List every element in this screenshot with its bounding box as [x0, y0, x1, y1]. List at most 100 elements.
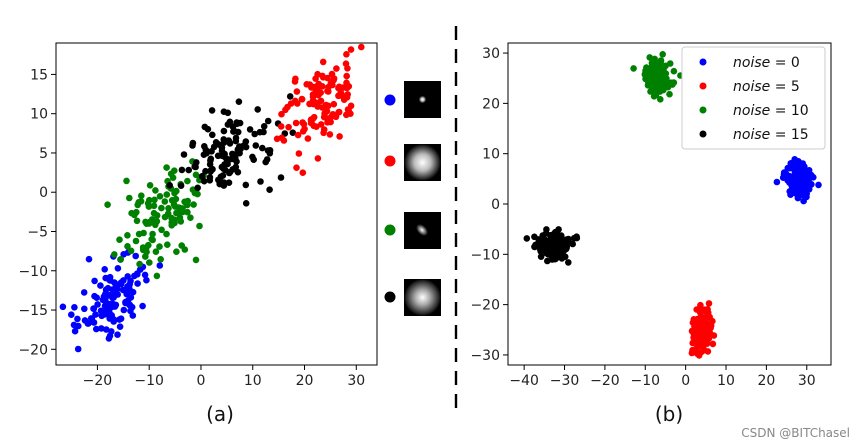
scatter-point-a-series-2	[189, 139, 197, 147]
scatter-point-a-series-2	[224, 109, 232, 117]
scatter-point-b-series-3	[549, 249, 557, 256]
scatter-point-a-series-3	[309, 84, 316, 91]
scatter-point-b-series-1	[688, 349, 696, 357]
scatter-point-b-series-1	[694, 350, 701, 358]
y-tick-label: −5	[27, 224, 48, 240]
scatter-point-a-series-0	[102, 306, 110, 313]
kernel-dot-green	[384, 224, 396, 236]
kernel-dot-red	[384, 155, 396, 167]
scatter-point-a-series-2	[264, 117, 272, 125]
scatter-point-a-series-3	[330, 75, 338, 82]
scatter-point-a-series-0	[101, 266, 108, 273]
scatter-point-a-series-1	[143, 248, 150, 256]
scatter-point-a-series-3	[343, 72, 351, 80]
x-tick-label: 0	[197, 373, 206, 389]
points-b	[523, 51, 822, 359]
scatter-point-b-series-0	[773, 178, 781, 186]
scatter-point-a-series-0	[143, 276, 150, 284]
scatter-point-a-series-1	[148, 235, 155, 243]
scatter-point-b-series-1	[694, 324, 701, 332]
scatter-point-a-series-2	[250, 156, 257, 163]
scatter-point-b-series-2	[660, 86, 667, 94]
x-tick-label: 20	[757, 373, 775, 389]
scatter-point-b-series-0	[794, 183, 801, 190]
scatter-point-a-series-0	[84, 320, 92, 327]
scatter-point-a-series-2	[289, 129, 297, 136]
y-tick-label: 10	[30, 107, 48, 123]
scatter-point-a-series-0	[108, 312, 115, 319]
scatter-point-b-series-2	[666, 90, 673, 98]
scatter-point-a-series-1	[152, 187, 159, 194]
scatter-point-a-series-1	[150, 202, 158, 210]
scatter-point-a-series-1	[136, 260, 143, 268]
x-tick-label: 10	[717, 373, 735, 389]
scatter-point-a-series-2	[263, 156, 271, 163]
scatter-point-a-series-0	[91, 277, 98, 285]
scatter-point-a-series-1	[176, 214, 184, 221]
scatter-point-a-series-0	[134, 280, 141, 287]
scatter-point-a-series-0	[116, 323, 124, 331]
scatter-point-a-series-1	[153, 272, 161, 280]
scatter-point-a-series-2	[177, 182, 185, 189]
scatter-point-a-series-1	[133, 217, 141, 225]
elongated-diagonal-blur-kernel-icon	[404, 212, 441, 249]
scatter-point-a-series-0	[109, 294, 116, 302]
scatter-point-a-series-1	[183, 201, 191, 209]
scatter-point-b-series-2	[646, 54, 653, 61]
scatter-point-b-series-2	[641, 71, 649, 78]
x-tick-label: 30	[798, 373, 816, 389]
scatter-point-a-series-0	[104, 284, 112, 292]
scatter-point-a-series-2	[254, 106, 261, 113]
scatter-point-b-series-1	[704, 348, 712, 355]
scatter-point-a-series-1	[187, 214, 194, 221]
medium-round-blur-kernel-icon	[404, 279, 441, 316]
scatter-point-a-series-1	[164, 241, 171, 248]
y-tick-label: −15	[18, 303, 48, 319]
scatter-point-b-series-2	[663, 80, 670, 88]
scatter-point-a-series-2	[232, 154, 239, 162]
scatter-point-a-series-2	[266, 186, 273, 193]
scatter-point-a-series-1	[123, 177, 130, 185]
scatter-point-a-series-1	[184, 208, 191, 216]
scatter-point-a-series-3	[299, 119, 306, 126]
scatter-point-a-series-0	[93, 325, 100, 333]
scatter-point-b-series-0	[799, 160, 807, 167]
scatter-point-a-series-3	[344, 106, 352, 113]
y-tick-label: 5	[39, 146, 48, 162]
scatter-point-a-series-1	[169, 174, 177, 181]
x-tick-label: 0	[681, 373, 690, 389]
legend-marker	[699, 82, 707, 90]
scatter-point-a-series-2	[209, 131, 216, 139]
scatter-point-a-series-0	[141, 271, 149, 279]
scatter-point-a-series-1	[146, 182, 154, 189]
scatter-point-a-series-2	[252, 142, 260, 149]
scatter-point-a-series-2	[225, 156, 233, 163]
scatter-point-a-series-3	[317, 89, 325, 96]
ticks-b: −40 −30 −20 −10 0 10 20 30 −30 −20 −10 0 10 20 30	[470, 46, 815, 389]
scatter-point-b-series-2	[630, 65, 637, 72]
scatter-point-a-series-1	[146, 218, 153, 226]
scatter-point-a-series-3	[347, 46, 355, 53]
scatter-point-a-series-0	[75, 322, 82, 330]
scatter-point-a-series-1	[196, 222, 203, 230]
scatter-point-a-series-2	[194, 184, 201, 192]
scatter-point-a-series-1	[170, 201, 178, 208]
scatter-point-a-series-3	[344, 65, 351, 72]
scatter-point-b-series-3	[523, 235, 531, 242]
scatter-point-a-series-1	[171, 189, 178, 197]
scatter-point-a-series-0	[99, 296, 107, 304]
scatter-point-a-series-3	[295, 150, 303, 157]
scatter-point-a-series-2	[208, 148, 215, 155]
y-tick-label: −30	[470, 348, 500, 364]
scatter-point-a-series-0	[122, 298, 129, 306]
scatter-point-a-series-2	[220, 127, 228, 135]
y-tick-label: 15	[30, 67, 48, 83]
scatter-point-a-series-0	[71, 327, 79, 335]
scatter-point-a-series-1	[152, 248, 160, 255]
scatter-point-b-series-1	[710, 332, 718, 339]
scatter-point-a-series-3	[330, 100, 338, 108]
scatter-point-a-series-1	[131, 211, 138, 219]
scatter-point-a-series-2	[193, 159, 200, 166]
scatter-point-a-series-0	[85, 255, 93, 263]
scatter-point-a-series-2	[259, 144, 266, 152]
